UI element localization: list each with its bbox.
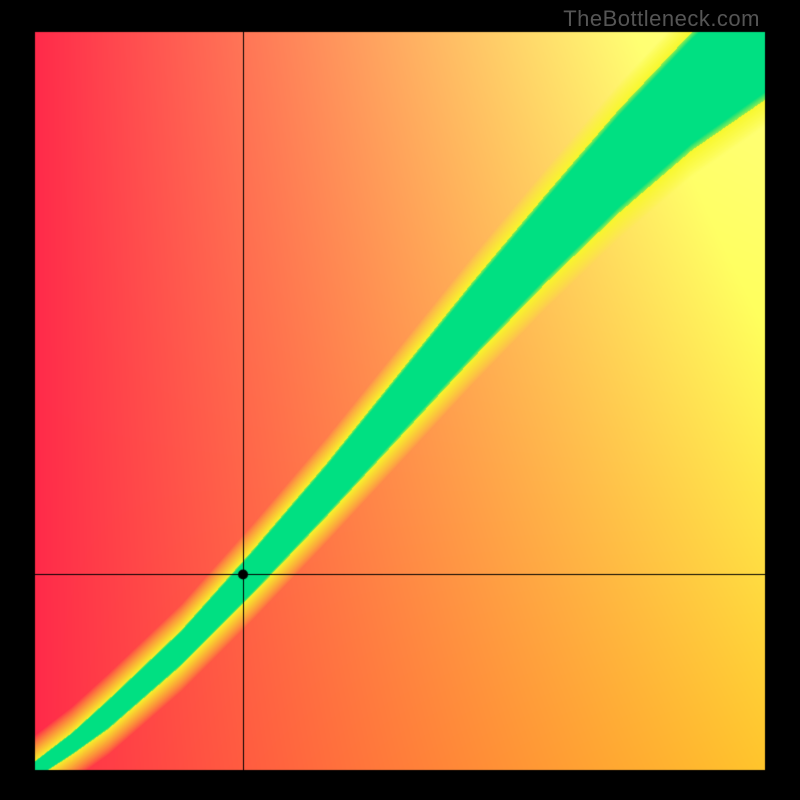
- chart-frame: TheBottleneck.com: [0, 0, 800, 800]
- heatmap-canvas: [0, 0, 800, 800]
- watermark-text: TheBottleneck.com: [563, 6, 760, 32]
